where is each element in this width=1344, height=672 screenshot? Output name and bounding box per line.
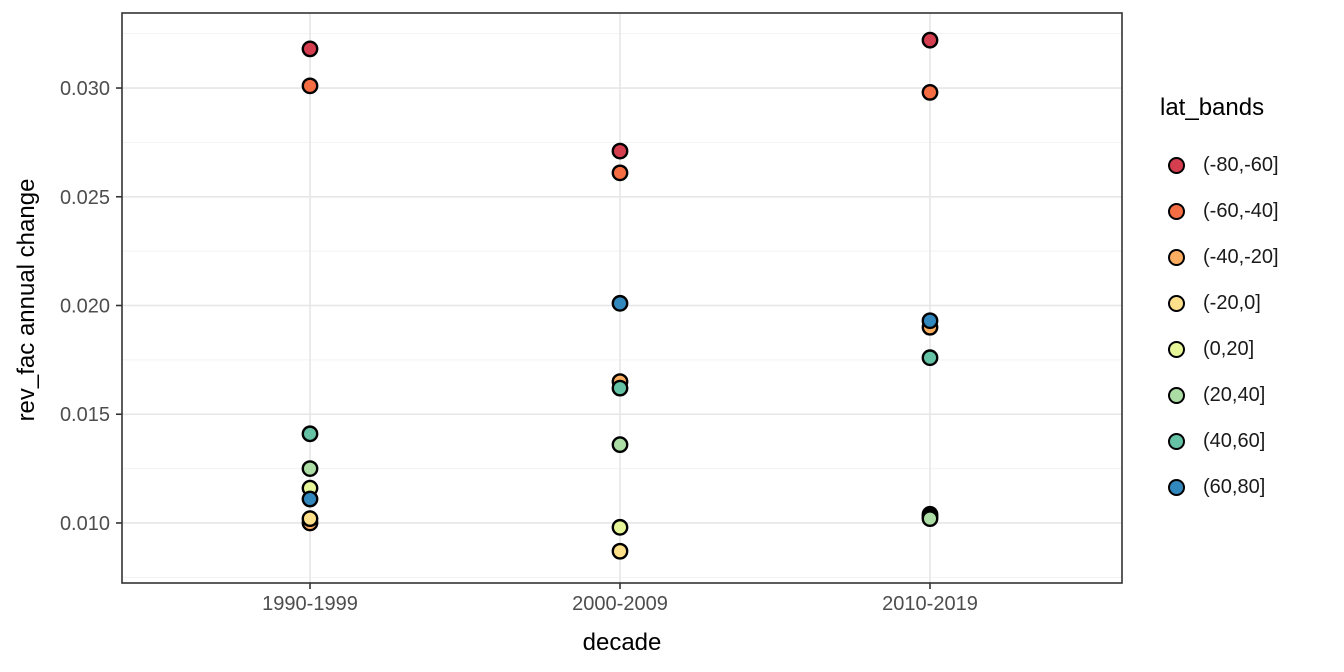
data-point <box>611 379 629 397</box>
legend-item-label: (-20,0] <box>1203 291 1261 314</box>
legend-key-dot <box>1168 202 1185 220</box>
y-tick-label: 0.030 <box>60 78 110 100</box>
legend-key-dot <box>1168 478 1185 496</box>
legend-item-label: (40,60] <box>1203 429 1266 452</box>
y-tick-label: 0.020 <box>60 296 110 318</box>
legend-item-label: (20,40] <box>1203 383 1266 406</box>
x-tick-label: 2000-2009 <box>572 593 668 615</box>
data-point <box>611 542 629 560</box>
data-point <box>921 83 939 101</box>
legend-items: (-80,-60] (-60,-40] (-40,-20] (-20,0] (0,20]… <box>1160 142 1279 510</box>
y-axis-title: rev_fac annual change <box>13 178 40 422</box>
legend-item: (-40,-20] <box>1160 234 1279 280</box>
data-point <box>301 490 319 508</box>
legend-item-label: (60,80] <box>1203 475 1266 498</box>
y-tick-label: 0.025 <box>60 187 110 209</box>
data-point <box>301 425 319 443</box>
y-tick-label: 0.010 <box>60 513 110 535</box>
legend-key-dot <box>1168 432 1185 450</box>
data-point <box>301 77 319 95</box>
legend-key-dot <box>1168 294 1185 312</box>
y-tick-label: 0.015 <box>60 404 110 426</box>
legend-key-dot <box>1168 156 1185 174</box>
x-tick-label: 1990-1999 <box>262 593 358 615</box>
legend-key-dot <box>1168 248 1185 266</box>
legend-item-label: (-80,-60] <box>1203 153 1279 176</box>
legend-item-label: (-40,-20] <box>1203 245 1279 268</box>
legend-item: (20,40] <box>1160 372 1279 418</box>
data-point <box>301 40 319 58</box>
x-tick-label: 2010-2019 <box>882 593 978 615</box>
data-point <box>611 518 629 536</box>
legend: lat_bands (-80,-60] (-60,-40] (-40,-20] (-2… <box>1160 94 1279 510</box>
legend-item: (-60,-40] <box>1160 188 1279 234</box>
data-point <box>611 164 629 182</box>
data-point <box>921 31 939 49</box>
data-point <box>921 510 939 528</box>
legend-item: (-80,-60] <box>1160 142 1279 188</box>
x-axis-title: decade <box>582 629 662 656</box>
data-point <box>611 436 629 454</box>
legend-item-label: (0,20] <box>1203 337 1255 360</box>
legend-key-dot <box>1168 340 1185 358</box>
legend-item-label: (-60,-40] <box>1203 199 1279 222</box>
data-point <box>611 142 629 160</box>
data-point <box>301 460 319 478</box>
data-point <box>921 312 939 330</box>
legend-item: (60,80] <box>1160 464 1279 510</box>
legend-title: lat_bands <box>1160 94 1265 121</box>
data-point <box>611 294 629 312</box>
legend-item: (0,20] <box>1160 326 1279 372</box>
data-point <box>301 510 319 528</box>
legend-item: (40,60] <box>1160 418 1279 464</box>
data-point <box>921 349 939 367</box>
legend-item: (-20,0] <box>1160 280 1279 326</box>
legend-key-dot <box>1168 386 1185 404</box>
panel-border <box>121 12 1123 584</box>
